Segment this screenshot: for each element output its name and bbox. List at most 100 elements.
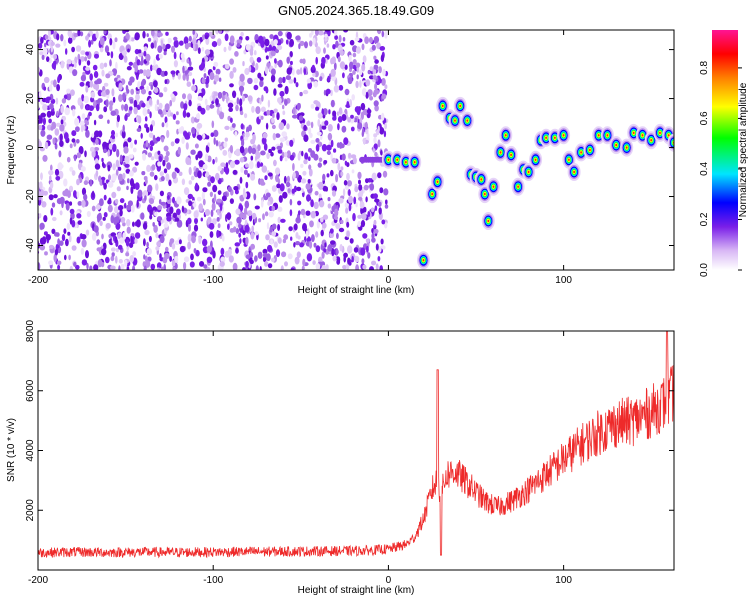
noise-point [282,110,286,116]
noise-point [285,75,292,81]
noise-point [301,188,304,194]
noise-point [111,130,115,136]
noise-point [384,122,387,130]
noise-point [63,178,68,187]
noise-point [377,256,381,262]
noise-point [152,222,155,227]
ridge-peak-layer [510,153,512,157]
noise-point [267,244,273,252]
noise-point [229,145,233,153]
noise-point [41,201,47,208]
noise-point [163,168,168,174]
noise-point [375,129,380,136]
noise-point [383,130,387,138]
noise-point [59,133,63,142]
noise-point [258,218,262,223]
noise-point [247,173,250,178]
noise-point [59,240,64,246]
noise-point [332,116,337,121]
noise-point [315,56,319,65]
noise-point [73,154,77,162]
noise-point [66,156,71,163]
noise-point [317,112,323,119]
noise-point [124,103,129,112]
noise-point [347,180,352,187]
noise-point [46,110,52,118]
noise-point [121,92,126,101]
noise-point [102,242,107,250]
noise-point [296,186,302,192]
ridge-peak-layer [568,158,570,161]
noise-point [154,211,158,217]
noise-point [189,261,195,268]
noise-point [38,119,42,124]
noise-point [193,248,197,254]
noise-point [64,107,70,116]
ridge-peak [600,126,614,145]
noise-point [315,144,320,152]
ridge-peak-layer [597,134,600,137]
noise-point [85,129,90,138]
noise-point [336,232,339,239]
noise-point [260,181,266,186]
noise-point [319,76,323,82]
noise-point [74,117,80,127]
noise-point [292,114,298,119]
noise-point [354,255,360,263]
noise-point [165,31,169,36]
noise-point [359,80,362,88]
noise-point [307,81,313,90]
noise-point [270,257,275,263]
noise-point [378,66,382,74]
noise-point [326,173,330,178]
noise-point [152,64,157,71]
noise-point [371,172,377,181]
noise-point [156,216,163,222]
noise-point [269,226,273,233]
noise-point [277,97,282,104]
ridge-peak [453,96,467,115]
noise-point [122,172,126,180]
noise-point [44,251,48,256]
noise-point [310,150,316,158]
noise-point [356,74,359,80]
noise-point [270,239,273,245]
noise-point [157,32,163,37]
noise-point [172,113,176,120]
noise-point [312,37,316,46]
noise-point [123,38,128,43]
noise-point [201,34,205,41]
noise-point [164,155,169,163]
noise-point [197,150,203,159]
noise-point [338,34,342,43]
noise-point [235,208,241,215]
noise-point [86,105,89,110]
noise-point [229,160,236,169]
noise-point [251,147,256,155]
noise-point [122,124,125,133]
noise-point [60,60,65,69]
ridge-peak-layer [504,134,507,137]
noise-point [249,50,254,56]
noise-point [74,56,78,64]
noise-point [292,107,296,115]
noise-point [56,84,60,92]
noise-point [274,62,277,69]
noise-point [236,216,242,224]
noise-point [346,263,350,270]
noise-point [300,163,304,168]
noise-point [46,134,53,140]
noise-point [216,38,222,46]
noise-point [239,98,243,107]
noise-point [229,198,234,205]
noise-point [288,79,294,84]
y-tick-label: 20 [25,93,36,105]
noise-point [314,30,319,36]
x-tick-label: 100 [555,275,572,286]
noise-point [219,106,222,112]
noise-point [267,172,273,177]
tick-layer-bottom: -200 -100 0 100 2000 4000 6000 8000 [25,319,674,586]
noise-point [321,264,327,270]
noise-point [49,103,54,110]
noise-point [63,228,67,234]
